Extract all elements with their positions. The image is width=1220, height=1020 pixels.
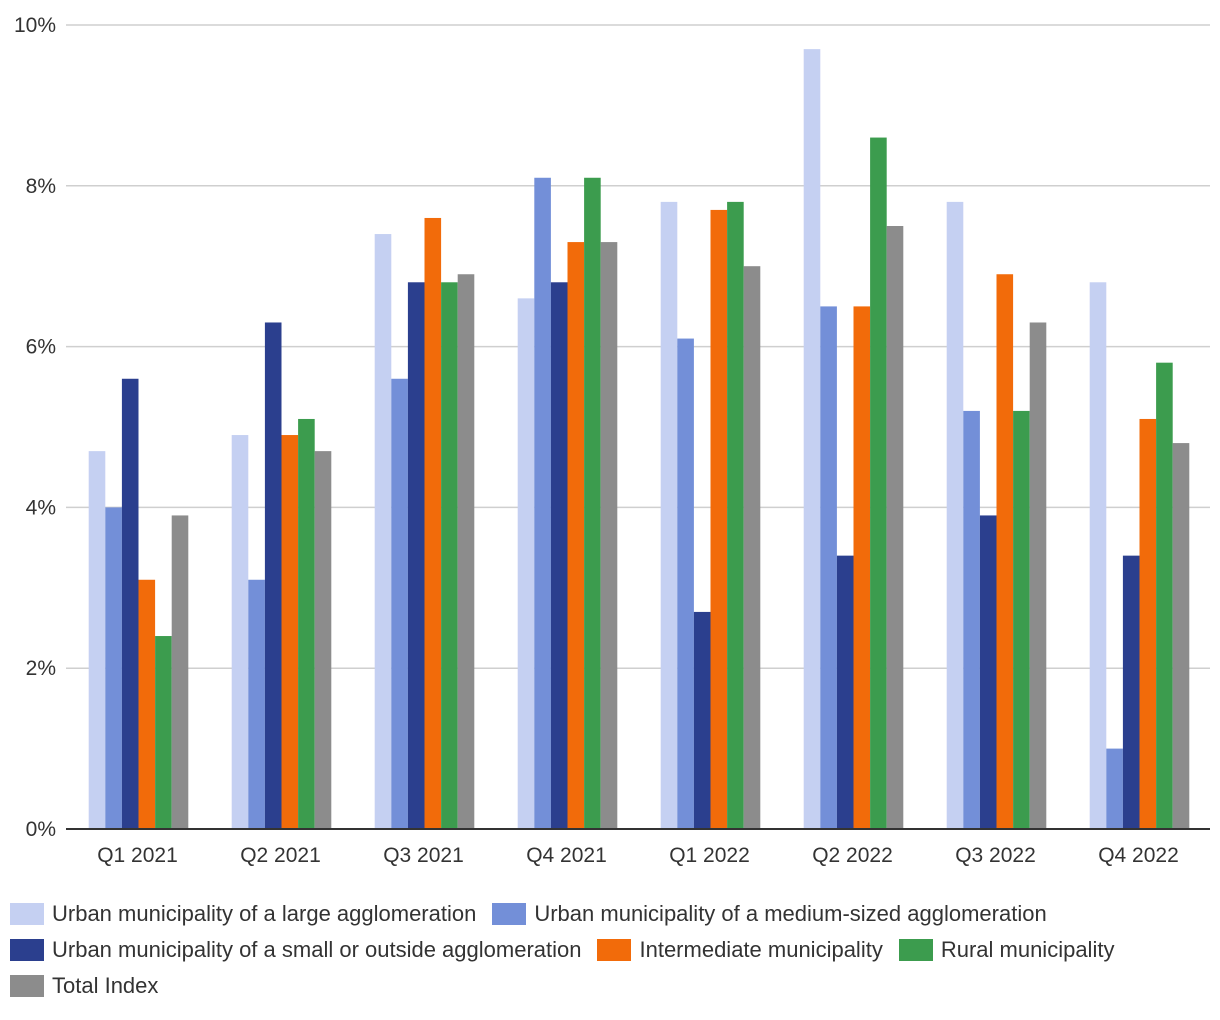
- y-tick-label: 8%: [26, 175, 56, 198]
- bar: [710, 209, 728, 830]
- legend-label: Rural municipality: [940, 937, 1115, 962]
- bar: [534, 177, 551, 829]
- legend-label: Urban municipality of a medium-sized agg…: [534, 901, 1047, 926]
- legend: Urban municipality of a large agglomerat…: [10, 900, 1215, 1000]
- legend-swatch: [597, 939, 632, 961]
- bar: [853, 306, 871, 829]
- bar: [391, 378, 408, 829]
- bar: [820, 306, 837, 829]
- bar: [836, 555, 854, 829]
- bar: [870, 137, 887, 829]
- legend-swatch: [492, 903, 527, 925]
- y-tick-label: 6%: [26, 336, 56, 359]
- bar: [105, 507, 122, 829]
- bar-chart: 0% 2% 4% 6% 8% 10% Q1 2021 Q2 2021 Q3 2021 Q4 20…: [14, 14, 1210, 867]
- legend-item: Intermediate municipality: [597, 936, 883, 964]
- bar: [121, 378, 139, 829]
- bar: [727, 201, 744, 829]
- bar: [1029, 322, 1047, 829]
- legend-swatch: [10, 903, 44, 925]
- bar: [996, 274, 1014, 829]
- bar: [248, 579, 265, 829]
- y-tick-label: 4%: [26, 496, 56, 519]
- legend-label: Urban municipality of a large agglomerat…: [52, 901, 477, 926]
- legend-label: Total Index: [52, 973, 159, 998]
- y-tick-label: 0%: [26, 818, 56, 841]
- bar: [1139, 418, 1157, 829]
- legend-item: Urban municipality of a small or outside…: [10, 936, 581, 964]
- x-tick-label: Q3 2022: [955, 844, 1036, 867]
- bar: [600, 242, 618, 829]
- y-axis: 0% 2% 4% 6% 8% 10%: [14, 14, 56, 841]
- legend-swatch: [10, 939, 44, 961]
- y-tick-label: 10%: [14, 14, 56, 37]
- bar: [1122, 555, 1140, 829]
- bar: [281, 435, 299, 829]
- legend-swatch: [10, 975, 44, 997]
- bar: [407, 282, 425, 829]
- legend-swatch: [898, 939, 933, 961]
- x-tick-label: Q1 2021: [97, 844, 178, 867]
- bar: [1156, 362, 1173, 829]
- legend-item: Urban municipality of a medium-sized agg…: [492, 900, 1047, 928]
- x-tick-label: Q4 2022: [1098, 844, 1179, 867]
- bar: [424, 217, 442, 829]
- bar: [946, 201, 964, 829]
- bar: [803, 49, 821, 830]
- bar: [1013, 410, 1030, 829]
- x-tick-label: Q2 2022: [812, 844, 893, 867]
- legend-item: Total Index: [10, 972, 158, 1000]
- bar: [314, 451, 332, 829]
- bar: [88, 451, 106, 829]
- bar: [660, 201, 678, 829]
- x-axis: Q1 2021 Q2 2021 Q3 2021 Q4 2021 Q1 2022 Q2 20…: [66, 828, 1210, 867]
- x-tick-label: Q1 2022: [669, 844, 750, 867]
- bar: [441, 282, 458, 829]
- legend-item: Urban municipality of a large agglomerat…: [10, 900, 476, 928]
- bars: [88, 49, 1190, 830]
- bar: [567, 242, 585, 829]
- x-tick-label: Q2 2021: [240, 844, 321, 867]
- bar: [374, 234, 392, 830]
- bar: [155, 636, 172, 829]
- bar: [1172, 443, 1190, 829]
- bar: [517, 298, 535, 829]
- legend-label: Intermediate municipality: [639, 937, 883, 962]
- x-tick-label: Q4 2021: [526, 844, 607, 867]
- bar: [963, 410, 980, 829]
- bar: [693, 611, 711, 829]
- bar: [264, 322, 282, 829]
- bar: [886, 226, 904, 829]
- legend-label: Urban municipality of a small or outside…: [52, 937, 582, 962]
- bar: [584, 177, 601, 829]
- bar: [457, 274, 475, 829]
- bar: [743, 266, 761, 829]
- x-tick-label: Q3 2021: [383, 844, 464, 867]
- legend-item: Rural municipality: [898, 936, 1115, 964]
- bar: [979, 515, 997, 829]
- bar: [1106, 748, 1123, 829]
- y-tick-label: 2%: [26, 657, 56, 680]
- bar: [677, 338, 694, 829]
- bar: [298, 418, 315, 829]
- bar: [138, 579, 156, 829]
- bar: [171, 515, 189, 829]
- bar: [550, 282, 568, 829]
- bar: [231, 435, 249, 829]
- bar: [1089, 282, 1107, 829]
